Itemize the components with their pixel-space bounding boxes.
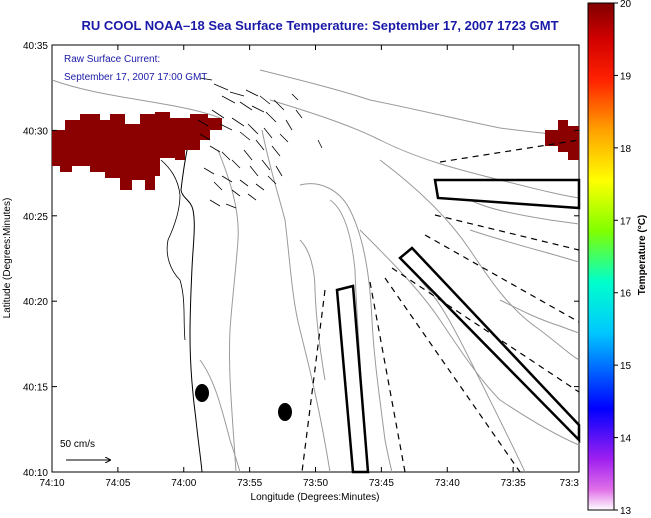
y-axis-label: Latitude (Degrees:Minutes)	[2, 198, 13, 319]
colorbar-tick-label: 16	[620, 289, 632, 300]
x-tick-label: 73:55	[237, 478, 262, 489]
colorbar-tick-label: 15	[620, 361, 632, 372]
coastline	[180, 144, 203, 473]
y-tick-label: 40:10	[23, 468, 48, 479]
y-tick-label: 40:15	[23, 383, 48, 394]
dashed-radials	[301, 139, 580, 473]
sst-patches	[52, 112, 579, 190]
y-tick-label: 40:35	[23, 41, 48, 52]
x-tick-label: 73:50	[303, 478, 328, 489]
colorbar-ticks: 20 19 18 17 16 15 14 13	[614, 0, 632, 517]
x-tick-label: 74:10	[39, 478, 64, 489]
buoy-marker-1	[195, 384, 209, 402]
x-tick-label: 74:00	[171, 478, 196, 489]
current-subtitle: Raw Surface Current:	[64, 54, 160, 65]
plot-area	[51, 44, 580, 473]
map-content: 50 cm/s	[51, 69, 581, 474]
y-tick-label: 40:30	[23, 126, 48, 137]
y-tick-label: 40:20	[23, 297, 48, 308]
current-timestamp: September 17, 2007 17:00 GMT	[64, 72, 207, 83]
x-axis-ticks: 74:10 74:05 74:00 73:55 73:50 73:45 73:40 73:35…	[39, 45, 580, 489]
y-tick-label: 40:25	[23, 212, 48, 223]
bathymetry-contours	[51, 69, 580, 473]
buoy-marker-2	[278, 403, 292, 421]
map-title: RU COOL NOAA–18 Sea Surface Temperature:…	[81, 18, 558, 33]
x-tick-label: 73:35	[501, 478, 526, 489]
beam-boxes	[335, 178, 581, 474]
scale-label: 50 cm/s	[60, 439, 95, 450]
colorbar	[587, 2, 615, 511]
x-tick-label: 74:05	[105, 478, 130, 489]
current-vectors	[197, 77, 323, 209]
coastline-inland	[160, 159, 186, 341]
colorbar-tick-label: 18	[620, 144, 632, 155]
colorbar-tick-label: 19	[620, 71, 632, 82]
y-axis-ticks: 40:35 40:30 40:25 40:20 40:15 40:10	[23, 41, 579, 479]
x-tick-label: 73:3	[560, 478, 580, 489]
x-tick-label: 73:40	[435, 478, 460, 489]
colorbar-tick-label: 13	[620, 506, 632, 517]
colorbar-tick-label: 14	[620, 434, 632, 445]
x-tick-label: 73:45	[369, 478, 394, 489]
colorbar-tick-label: 20	[620, 0, 632, 10]
colorbar-tick-label: 17	[620, 216, 632, 227]
colorbar-label: Temperature (°C)	[637, 215, 648, 296]
x-axis-label: Longitude (Degrees:Minutes)	[251, 492, 380, 503]
